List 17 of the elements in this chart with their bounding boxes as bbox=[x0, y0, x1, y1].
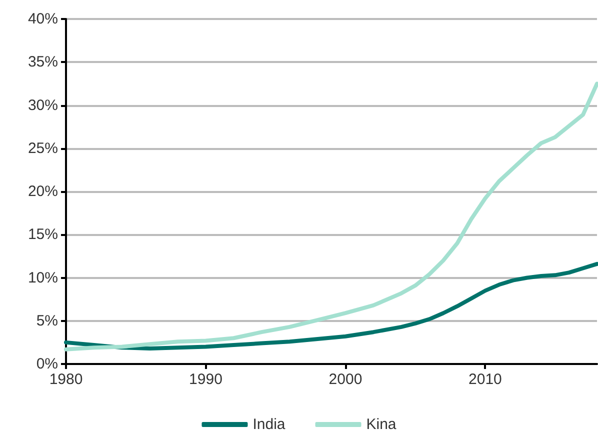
legend-label: India bbox=[252, 416, 286, 433]
line-series bbox=[64, 82, 598, 352]
y-tick-label: 0% bbox=[36, 356, 58, 372]
y-tick-label: 30% bbox=[28, 96, 58, 114]
y-tick-label: 15% bbox=[28, 226, 58, 244]
y-tick-label: 35% bbox=[28, 54, 58, 71]
y-tick-label: 5% bbox=[36, 312, 58, 330]
x-tick-label: 2000 bbox=[328, 371, 362, 388]
line-series bbox=[64, 262, 598, 350]
x-tick-label: 2010 bbox=[468, 371, 502, 388]
y-tick-label: 40% bbox=[28, 10, 58, 28]
y-tick-label: 20% bbox=[28, 183, 58, 200]
x-tick-label: 1990 bbox=[189, 371, 222, 388]
x-tick-label: 1980 bbox=[49, 371, 83, 388]
y-tick-label: 25% bbox=[28, 140, 58, 157]
y-tick-label: 10% bbox=[28, 269, 58, 286]
legend-label: Kina bbox=[366, 416, 397, 433]
